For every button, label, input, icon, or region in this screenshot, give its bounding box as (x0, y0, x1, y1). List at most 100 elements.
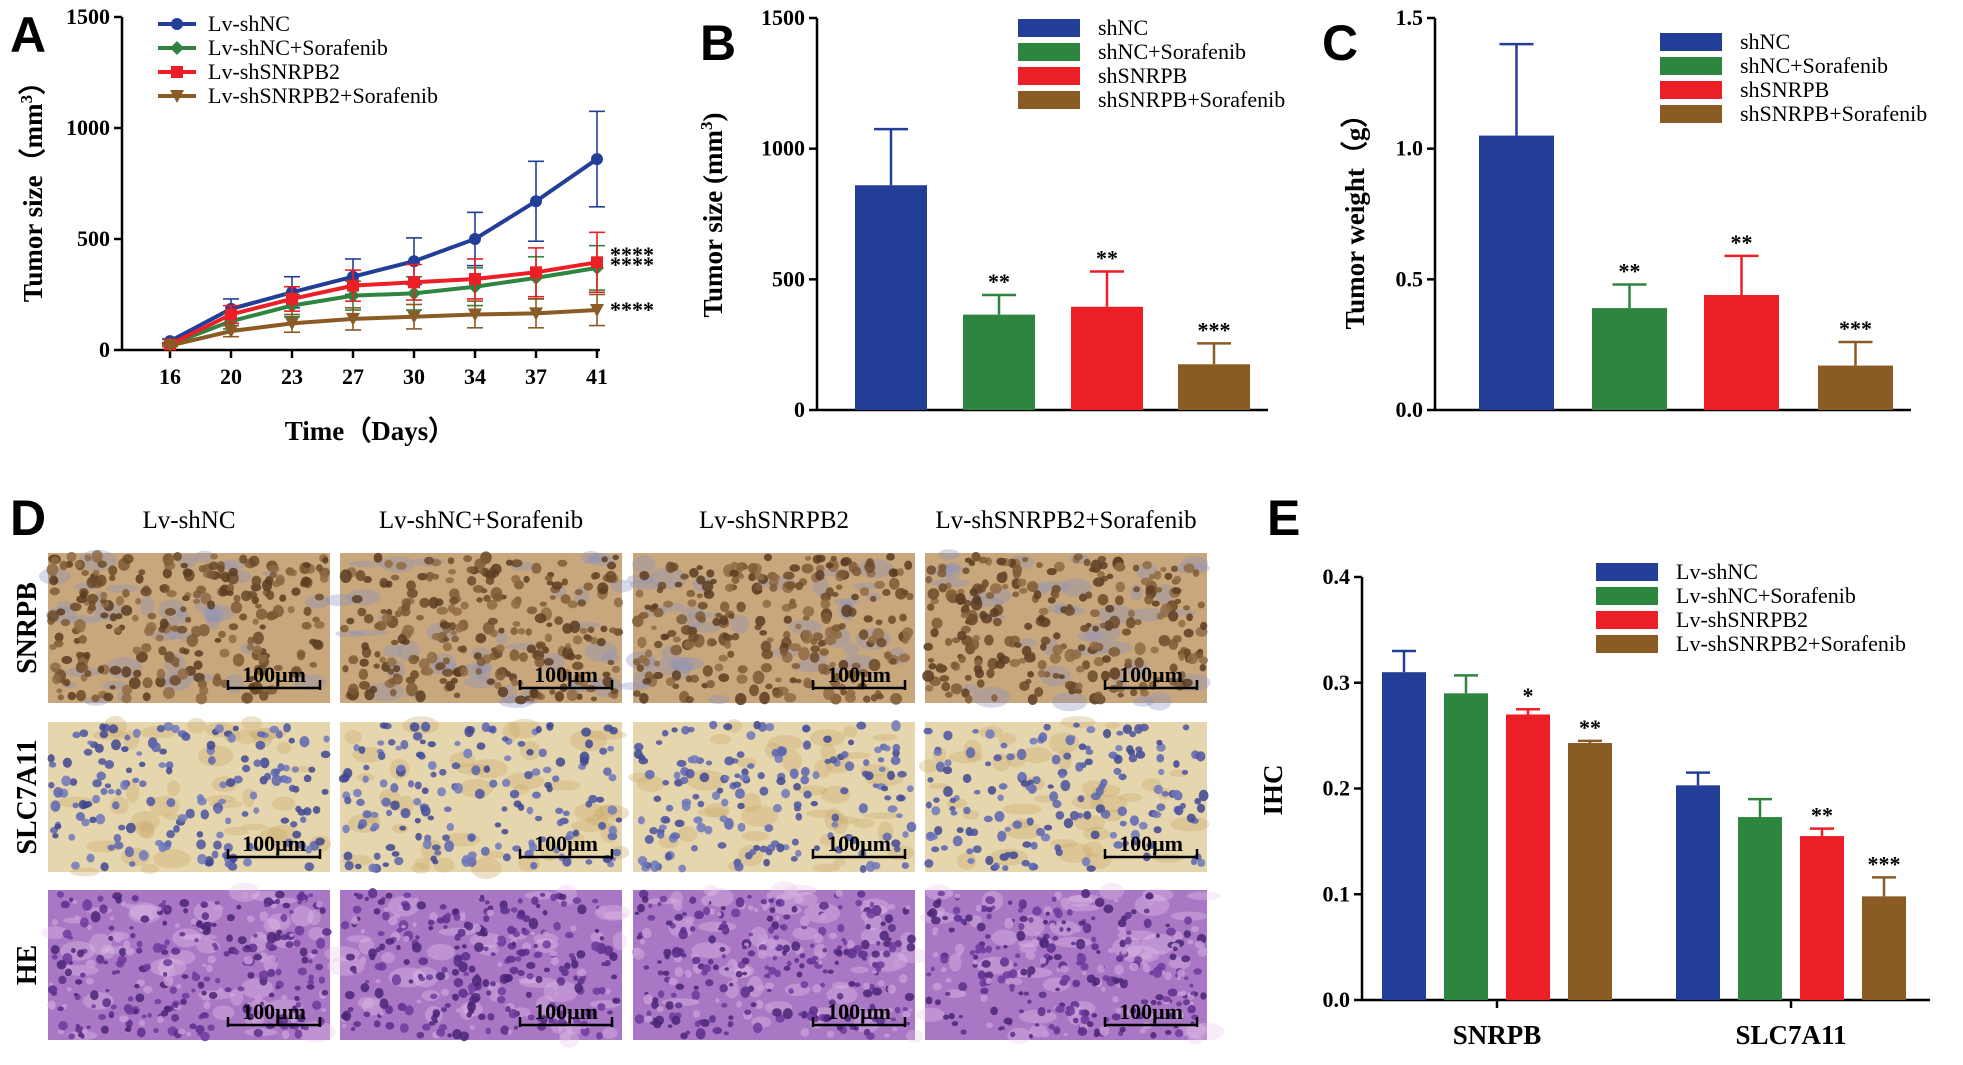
cell-nucleus (132, 777, 140, 783)
cell-nucleus (213, 840, 222, 850)
cell-nucleus (346, 617, 355, 625)
cell-nucleus (943, 1014, 950, 1020)
data-point (530, 266, 542, 279)
cell-nucleus (549, 941, 559, 948)
cell-nucleus (213, 945, 219, 951)
cell-nucleus (1181, 955, 1191, 963)
cell-nucleus (727, 958, 738, 971)
cell-nucleus (128, 677, 141, 690)
cell-nucleus (312, 1000, 322, 1010)
cell-nucleus (125, 947, 135, 956)
cell-nucleus (1075, 960, 1083, 966)
tissue-texture (180, 933, 217, 941)
tissue-texture (411, 862, 431, 874)
cell-nucleus (689, 896, 697, 904)
cell-nucleus (392, 673, 403, 685)
cell-nucleus (789, 598, 796, 604)
cell-nucleus (1122, 840, 1129, 847)
cell-nucleus (583, 582, 594, 591)
cell-nucleus (84, 554, 92, 562)
cell-nucleus (737, 802, 745, 810)
cell-nucleus (932, 900, 941, 909)
cell-nucleus (1101, 670, 1110, 682)
cell-nucleus (248, 676, 256, 681)
cell-nucleus (155, 634, 164, 642)
cell-nucleus (820, 598, 831, 609)
cell-nucleus (967, 830, 975, 836)
cell-nucleus (416, 1031, 425, 1039)
cell-nucleus (448, 622, 457, 631)
cell-nucleus (565, 643, 572, 649)
cell-nucleus (1066, 909, 1073, 916)
tissue-texture (1170, 816, 1210, 832)
cell-nucleus (1047, 784, 1054, 789)
cell-nucleus (440, 1007, 447, 1013)
cell-nucleus (656, 830, 665, 839)
cell-nucleus (1121, 628, 1132, 636)
chart_data.0-y-tick-label: 1500 (66, 4, 110, 29)
cell-nucleus (166, 590, 177, 598)
cell-nucleus (974, 948, 982, 954)
cell-nucleus (476, 597, 483, 603)
cell-nucleus (932, 927, 939, 933)
cell-nucleus (247, 1002, 252, 1008)
cell-nucleus (1085, 749, 1094, 755)
cell-nucleus (893, 959, 901, 968)
cell-nucleus (887, 904, 896, 910)
cell-nucleus (942, 766, 953, 775)
tissue-texture (140, 595, 155, 616)
x-axis-title: Time（Days） (285, 416, 456, 446)
cell-nucleus (486, 678, 496, 685)
cell-nucleus (456, 1008, 461, 1013)
cell-nucleus (137, 1027, 146, 1038)
cell-nucleus (765, 722, 775, 732)
cell-nucleus (637, 816, 645, 825)
cell-nucleus (1037, 669, 1046, 678)
cell-nucleus (1187, 1004, 1196, 1014)
cell-nucleus (1134, 956, 1143, 964)
cell-nucleus (998, 655, 1010, 665)
cell-nucleus (596, 1032, 603, 1040)
cell-nucleus (1100, 809, 1111, 819)
cell-nucleus (590, 696, 598, 702)
cell-nucleus (121, 693, 132, 704)
cell-nucleus (654, 660, 661, 667)
cell-nucleus (159, 583, 170, 593)
cell-nucleus (887, 1007, 894, 1013)
cell-nucleus (388, 916, 398, 926)
tissue-texture (805, 809, 840, 818)
cell-nucleus (145, 621, 157, 633)
cell-nucleus (114, 626, 122, 633)
cell-nucleus (1178, 619, 1186, 628)
cell-nucleus (1042, 1030, 1050, 1038)
cell-nucleus (960, 918, 966, 925)
cell-nucleus (1077, 795, 1085, 803)
cell-nucleus (894, 846, 901, 853)
cell-nucleus (1124, 936, 1132, 945)
cell-nucleus (747, 950, 756, 957)
cell-nucleus (644, 604, 652, 610)
cell-nucleus (81, 1028, 88, 1034)
cell-nucleus (1091, 943, 1099, 951)
cell-nucleus (556, 1010, 565, 1020)
cell-nucleus (364, 896, 370, 902)
cell-nucleus (769, 907, 776, 913)
micrograph-row-label: HE (12, 945, 43, 985)
x-tick-label: 23 (281, 364, 303, 389)
chart_data.1-y-tick-label: 1500 (761, 5, 805, 30)
cell-nucleus (863, 759, 870, 767)
cell-nucleus (56, 688, 63, 694)
y-axis-title: IHC (1258, 764, 1288, 815)
cell-nucleus (876, 941, 881, 946)
cell-nucleus (1108, 615, 1121, 629)
cell-nucleus (360, 929, 366, 934)
cell-nucleus (132, 646, 142, 655)
cell-nucleus (725, 583, 734, 592)
cell-nucleus (352, 905, 362, 914)
cell-nucleus (1128, 754, 1138, 763)
cell-nucleus (258, 933, 267, 940)
cell-nucleus (1145, 893, 1154, 900)
cell-nucleus (1027, 966, 1036, 975)
cell-nucleus (147, 1013, 153, 1018)
tissue-texture (741, 792, 762, 813)
